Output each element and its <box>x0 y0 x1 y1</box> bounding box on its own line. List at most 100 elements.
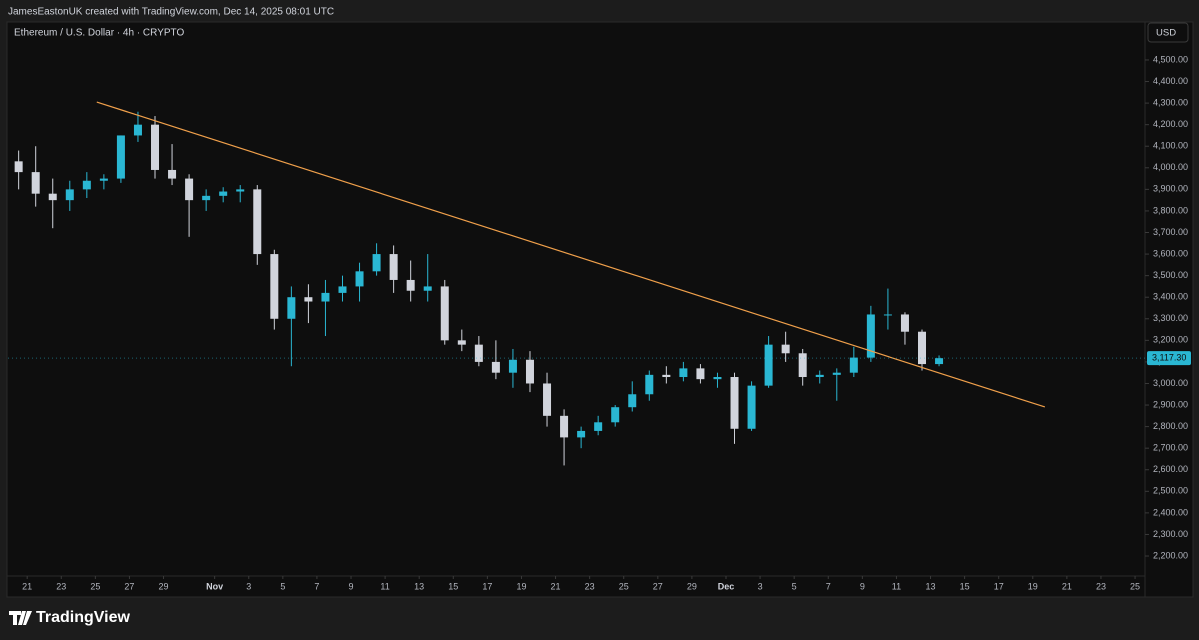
candle-body <box>389 254 398 280</box>
candle-body <box>440 286 449 341</box>
currency-box <box>1147 22 1189 43</box>
candle-body <box>764 344 773 386</box>
candle-body <box>355 271 364 287</box>
trendline <box>96 101 1046 408</box>
candle-body <box>696 368 705 380</box>
x-tick-label: 23 <box>56 581 66 591</box>
header: JamesEastonUK created with TradingView.c… <box>8 7 334 18</box>
x-tick-label: 13 <box>926 581 936 591</box>
y-tick-label: 2,300.00 <box>1153 529 1188 539</box>
x-tick-label: 19 <box>516 581 526 591</box>
y-tick-label: 4,400.00 <box>1153 76 1188 86</box>
y-tick-label: 3,800.00 <box>1153 205 1188 215</box>
candle-body <box>747 385 756 429</box>
candle-body <box>202 195 211 201</box>
y-tick-label: 4,100.00 <box>1153 141 1188 151</box>
candle-body <box>543 383 552 416</box>
candle-body <box>65 189 74 201</box>
candle-body <box>168 169 177 179</box>
x-tick-label: 7 <box>826 581 831 591</box>
candle-body <box>253 189 262 255</box>
candle-body <box>645 374 654 395</box>
candle-body <box>628 394 637 408</box>
x-tick-label: 29 <box>159 581 169 591</box>
x-tick-label: 29 <box>687 581 697 591</box>
x-tick-label: 21 <box>551 581 561 591</box>
y-tick-label: 3,200.00 <box>1153 335 1188 345</box>
candle-body <box>372 254 381 272</box>
x-tick-label: Dec <box>718 581 735 591</box>
chart-title: Ethereum / U.S. Dollar · 4h · CRYPTO <box>14 28 184 39</box>
x-tick-label: 17 <box>994 581 1004 591</box>
y-tick-label: 3,400.00 <box>1153 292 1188 302</box>
x-tick-label: 11 <box>380 581 389 591</box>
y-tick-label: 4,200.00 <box>1153 119 1188 129</box>
x-tick-label: 25 <box>619 581 629 591</box>
candle-body <box>133 124 142 136</box>
candle-body <box>491 361 500 373</box>
last-price-label: 3,117.30 <box>1152 353 1186 363</box>
candle-body <box>611 407 620 423</box>
x-tick-label: 15 <box>960 581 970 591</box>
candle-body <box>832 372 841 375</box>
x-tick-label: 9 <box>860 581 865 591</box>
x-tick-label: 9 <box>349 581 354 591</box>
candle-body <box>900 314 909 332</box>
candle-body <box>662 374 671 378</box>
y-tick-label: 3,600.00 <box>1153 248 1188 258</box>
candle-body <box>270 254 279 319</box>
y-tick-label: 2,200.00 <box>1153 550 1188 560</box>
x-tick-label: 13 <box>414 581 424 591</box>
candle-body <box>508 359 517 373</box>
x-tick-label: 23 <box>585 581 595 591</box>
candle-body <box>713 377 722 380</box>
y-tick-label: 3,300.00 <box>1153 313 1188 323</box>
x-tick-label: 19 <box>1028 581 1038 591</box>
candle-body <box>423 286 432 291</box>
candle-body <box>918 331 927 365</box>
candle-body <box>815 374 824 378</box>
y-tick-label: 3,500.00 <box>1153 270 1188 280</box>
candle-body <box>151 124 160 170</box>
currency: USD <box>1156 28 1176 39</box>
candle-body <box>866 314 875 358</box>
candle-body <box>883 314 892 316</box>
candle-body <box>474 344 483 362</box>
y-tick-label: 2,400.00 <box>1153 507 1188 517</box>
y-tick-label: 4,300.00 <box>1153 97 1188 107</box>
candle-body <box>185 178 194 201</box>
x-tick-label: 3 <box>758 581 763 591</box>
x-tick-label: 21 <box>22 581 32 591</box>
x-tick-label: 23 <box>1096 581 1106 591</box>
candle-body <box>577 430 586 438</box>
x-tick-label: 5 <box>280 581 285 591</box>
footer: TradingView <box>9 609 131 626</box>
candle-body <box>457 340 466 345</box>
x-tick-label: 27 <box>653 581 663 591</box>
y-tick-label: 3,700.00 <box>1153 227 1188 237</box>
candle-body <box>31 172 40 194</box>
candle-body <box>849 357 858 373</box>
y-tick-label: 3,000.00 <box>1153 378 1188 388</box>
y-tick-label: 4,500.00 <box>1153 54 1188 64</box>
x-tick-label: 27 <box>124 581 134 591</box>
x-tick-label: 25 <box>90 581 100 591</box>
x-tick-label: 25 <box>1130 581 1140 591</box>
candle-body <box>730 377 739 429</box>
y-tick-label: 2,700.00 <box>1153 443 1188 453</box>
logo-mark <box>9 611 32 625</box>
x-tick-label: 7 <box>314 581 319 591</box>
candle-body <box>82 180 91 190</box>
candle-body <box>781 344 790 354</box>
x-tick-label: 17 <box>482 581 492 591</box>
candle-body <box>219 191 228 196</box>
candle-body <box>594 422 603 431</box>
y-tick-label: 2,800.00 <box>1153 421 1188 431</box>
x-tick-label: 11 <box>892 581 901 591</box>
x-tick-label: 15 <box>448 581 458 591</box>
candle-body <box>560 415 569 438</box>
candle-body <box>935 358 944 365</box>
candle-body <box>304 297 313 302</box>
